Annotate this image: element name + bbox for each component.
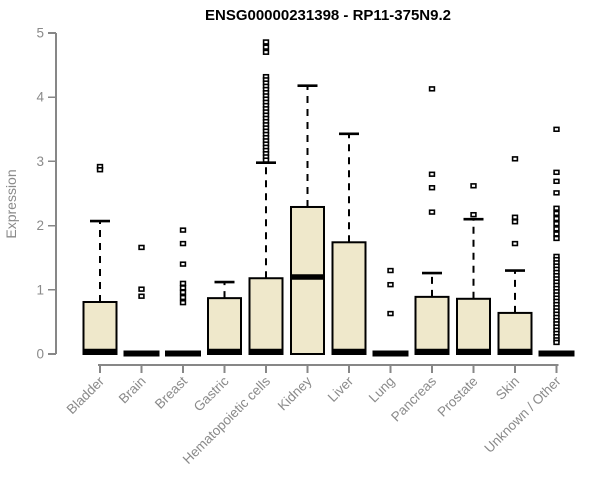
outlier-point	[428, 86, 436, 92]
outlier-point	[96, 167, 104, 173]
box-body	[207, 297, 242, 355]
x-tick-label: Kidney	[275, 373, 315, 413]
box-group-gastric	[207, 280, 242, 355]
y-tick-label: 3	[36, 154, 44, 169]
outlier-point	[138, 293, 145, 299]
box-group-unknown-other	[538, 126, 575, 357]
box-body	[82, 300, 118, 355]
outlier-point	[179, 294, 187, 301]
box-group-kidney	[290, 84, 325, 355]
outlier-point	[138, 244, 145, 251]
outlier-point	[262, 49, 270, 55]
box-group-hematopoietic-cells	[248, 39, 284, 355]
outlier-point	[553, 169, 560, 176]
chart-title: ENSG00000231398 - RP11-375N9.2	[205, 7, 451, 24]
box-group-breast	[165, 227, 201, 357]
x-tick-label: Prostate	[434, 374, 480, 420]
x-tick-label: Liver	[325, 373, 357, 405]
x-tick-label: Unknown / Other	[481, 373, 564, 456]
x-tick-label: Skin	[493, 374, 522, 403]
outlier-point	[262, 39, 270, 45]
outlier-point	[470, 183, 477, 189]
y-tick-label: 5	[36, 26, 44, 41]
outlier-point	[138, 286, 145, 292]
outlier-point	[470, 211, 477, 218]
outlier-point	[553, 205, 560, 211]
outlier-point	[428, 171, 436, 177]
outlier-point	[553, 210, 560, 217]
box-body	[414, 295, 450, 355]
outlier-point	[179, 240, 187, 247]
outlier-point	[553, 126, 560, 133]
y-tick-label: 1	[36, 282, 44, 297]
outlier-point	[262, 157, 270, 163]
box-body	[290, 205, 325, 355]
box-group-liver	[331, 132, 367, 356]
y-tick-label: 4	[36, 90, 44, 105]
box-body	[331, 241, 367, 356]
box-group-brain	[123, 244, 160, 357]
outlier-point	[553, 178, 560, 185]
box-group-bladder	[82, 163, 118, 355]
box-body	[497, 311, 533, 355]
outlier-point	[511, 214, 519, 220]
y-tick-label: 0	[36, 347, 44, 362]
outlier-point	[179, 289, 187, 296]
outlier-point	[553, 231, 560, 237]
outlier-point	[387, 281, 394, 288]
outlier-point	[511, 219, 519, 225]
x-tick-label: Lung	[366, 374, 398, 406]
box-group-lung	[372, 267, 409, 357]
outlier-point	[553, 220, 560, 227]
box-group-prostate	[456, 183, 491, 355]
outlier-point	[179, 285, 187, 291]
outlier-point	[428, 185, 436, 191]
outlier-point	[179, 280, 187, 287]
outlier-point	[179, 299, 187, 306]
outlier-point	[553, 190, 560, 196]
outlier-point	[553, 235, 560, 242]
x-tick-label: Bladder	[64, 373, 108, 417]
box-group-skin	[497, 156, 533, 355]
outlier-point	[553, 215, 560, 222]
y-axis-label: Expression	[3, 169, 19, 238]
outlier-point	[553, 226, 560, 232]
outlier-point	[262, 44, 270, 50]
box-group-pancreas	[414, 86, 450, 355]
outlier-point	[387, 267, 394, 274]
outlier-point	[511, 240, 519, 247]
y-tick-label: 2	[36, 218, 44, 233]
x-tick-label: Brain	[116, 374, 149, 407]
box-body	[456, 297, 491, 355]
outlier-point	[511, 156, 519, 162]
outlier-point	[428, 209, 436, 215]
box-body	[248, 277, 284, 355]
x-tick-label: Pancreas	[388, 373, 439, 424]
outlier-point	[553, 339, 560, 346]
outlier-point	[179, 261, 187, 267]
x-tick-label: Gastric	[191, 373, 232, 414]
x-tick-label: Breast	[152, 373, 190, 411]
outlier-point	[179, 227, 187, 233]
outlier-point	[387, 310, 394, 317]
